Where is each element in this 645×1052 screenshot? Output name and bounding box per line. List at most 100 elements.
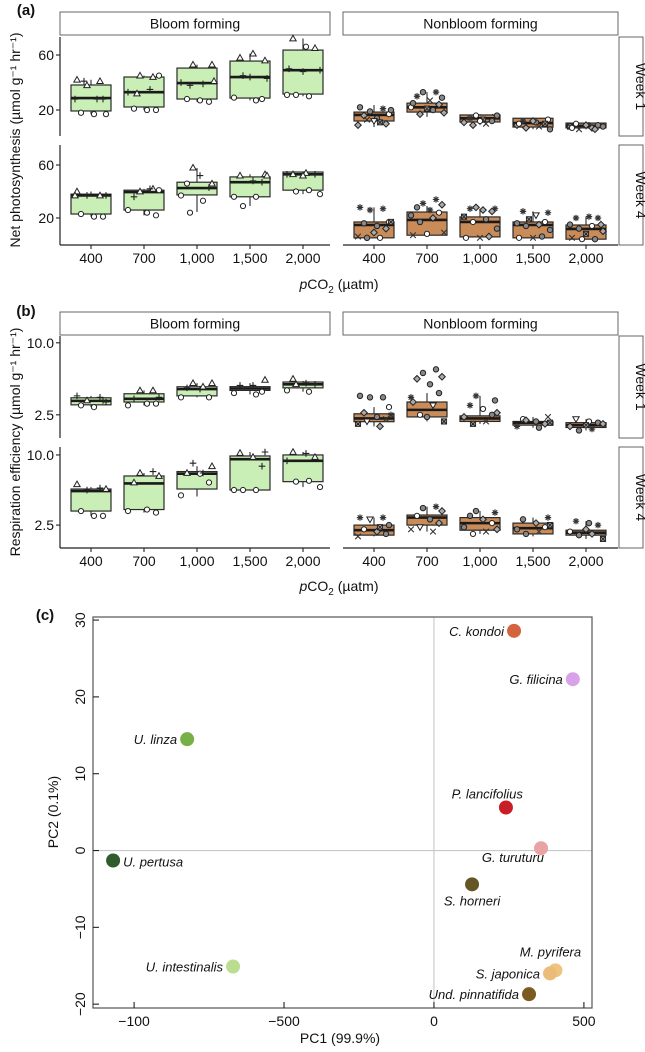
data-point bbox=[365, 516, 375, 524]
strip-label: Bloom forming bbox=[150, 16, 240, 32]
species-point-g-turuturu: G. turuturu bbox=[482, 841, 549, 865]
data-point bbox=[469, 530, 477, 538]
data-point bbox=[82, 396, 92, 404]
data-point bbox=[124, 507, 132, 515]
data-point bbox=[72, 480, 82, 488]
strip-label: Nonbloom forming bbox=[423, 16, 537, 32]
strip-box bbox=[618, 446, 644, 549]
data-point bbox=[130, 193, 138, 201]
data-point bbox=[541, 218, 549, 226]
box-1000 bbox=[176, 60, 219, 105]
y-tick-label: 10.0 bbox=[27, 447, 54, 463]
data-point bbox=[252, 97, 260, 104]
x-tick-label: 400 bbox=[362, 553, 386, 569]
facet-strip-bloom-forming: Bloom forming bbox=[59, 311, 331, 336]
data-point bbox=[205, 184, 213, 191]
data-point bbox=[412, 374, 422, 383]
data-point bbox=[239, 72, 247, 79]
data-point bbox=[188, 60, 198, 68]
data-point bbox=[544, 514, 552, 521]
data-point bbox=[531, 519, 541, 528]
y-tick-label: 10 bbox=[72, 766, 88, 782]
data-point bbox=[207, 462, 217, 470]
panel-label: (c) bbox=[36, 607, 54, 624]
data-point bbox=[534, 841, 549, 856]
box-700 bbox=[406, 196, 448, 239]
x-tick-label: 400 bbox=[79, 553, 103, 569]
data-point bbox=[426, 97, 434, 104]
facet-strip-nonbloom-forming: Nonbloom forming bbox=[342, 311, 619, 336]
box-series-nonbloom-week-1 bbox=[353, 88, 607, 134]
data-point bbox=[77, 402, 85, 409]
box-1500 bbox=[512, 208, 554, 242]
data-point bbox=[260, 375, 270, 383]
data-point bbox=[387, 218, 395, 226]
data-point bbox=[437, 372, 447, 381]
box-1500 bbox=[229, 49, 271, 104]
data-point bbox=[90, 404, 98, 411]
species-point-g-filicina: G. filicina bbox=[509, 672, 580, 687]
x-tick-label: 2,000 bbox=[285, 553, 320, 569]
data-point bbox=[99, 397, 107, 404]
data-point bbox=[196, 470, 204, 477]
data-point bbox=[90, 512, 98, 519]
x-tick-label: 700 bbox=[132, 250, 156, 266]
data-point bbox=[262, 171, 272, 179]
data-point bbox=[288, 374, 298, 382]
data-point bbox=[366, 206, 374, 214]
data-point bbox=[72, 75, 82, 83]
data-point bbox=[376, 524, 384, 531]
data-point bbox=[236, 382, 244, 389]
data-point bbox=[599, 123, 607, 130]
x-tick-label: 1,000 bbox=[179, 250, 214, 266]
data-point bbox=[135, 187, 145, 195]
box-rect bbox=[459, 216, 501, 238]
x-axis-title-unit: (µatm) bbox=[334, 276, 379, 292]
data-point bbox=[73, 392, 81, 400]
data-point bbox=[146, 86, 154, 93]
data-point bbox=[155, 72, 163, 79]
data-point bbox=[90, 111, 98, 118]
data-point bbox=[366, 394, 374, 401]
panel-label: (b) bbox=[16, 303, 35, 320]
data-point bbox=[177, 492, 185, 499]
box-700 bbox=[123, 386, 165, 409]
data-point bbox=[356, 104, 364, 111]
data-point bbox=[283, 170, 291, 178]
data-point bbox=[93, 95, 101, 103]
data-point bbox=[482, 528, 490, 535]
data-point bbox=[535, 424, 543, 431]
strip-box bbox=[342, 311, 619, 336]
data-point bbox=[209, 76, 219, 85]
species-point-s-horneri: S. horneri bbox=[444, 877, 501, 908]
data-point bbox=[183, 384, 191, 392]
data-point bbox=[258, 178, 266, 186]
data-point bbox=[594, 521, 602, 529]
week-label: Week 1 bbox=[633, 363, 645, 410]
data-point bbox=[316, 483, 324, 491]
x-tick-label: −500 bbox=[268, 1013, 300, 1029]
x-tick-label: 500 bbox=[572, 1013, 596, 1029]
data-point bbox=[305, 93, 313, 100]
data-point bbox=[432, 503, 440, 510]
x-tick-label: 1,500 bbox=[515, 250, 550, 266]
data-point bbox=[472, 507, 480, 515]
data-point bbox=[408, 397, 418, 407]
data-point bbox=[565, 422, 575, 431]
species-point-u-linza: U. linza bbox=[134, 732, 195, 747]
strip-box bbox=[59, 311, 331, 336]
x-tick-label: 0 bbox=[430, 1013, 438, 1029]
box-1000 bbox=[459, 507, 502, 538]
box-400 bbox=[353, 104, 395, 130]
data-point bbox=[544, 209, 552, 216]
data-point bbox=[373, 222, 381, 230]
data-point bbox=[146, 185, 154, 193]
data-point bbox=[484, 232, 494, 241]
data-point bbox=[135, 386, 145, 394]
data-point bbox=[437, 200, 447, 209]
data-point bbox=[413, 93, 421, 100]
data-point bbox=[381, 224, 391, 233]
data-point bbox=[363, 234, 371, 242]
data-point bbox=[590, 125, 600, 134]
data-point bbox=[487, 207, 497, 216]
